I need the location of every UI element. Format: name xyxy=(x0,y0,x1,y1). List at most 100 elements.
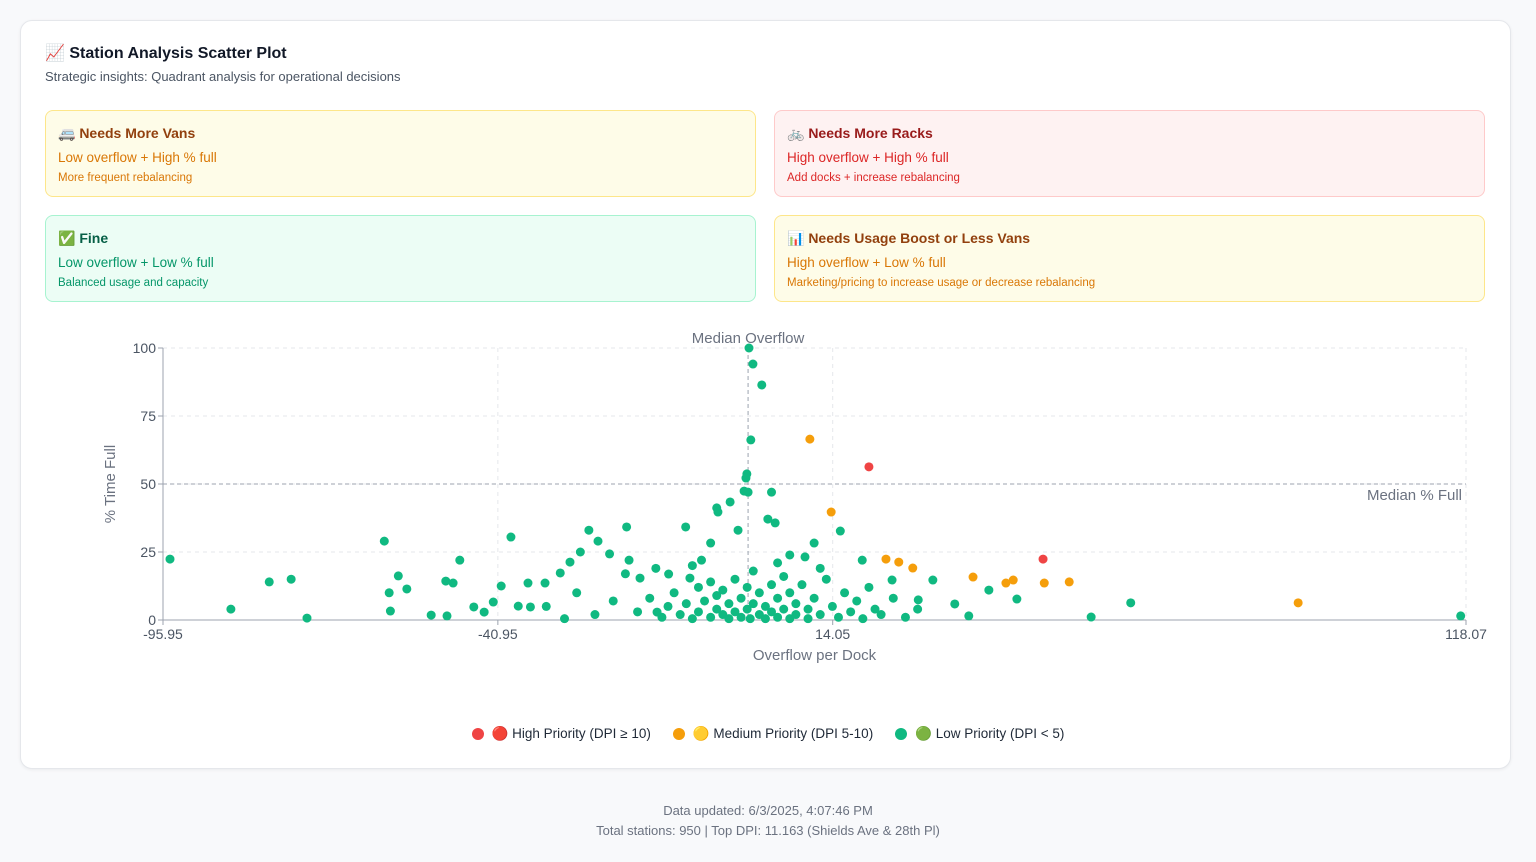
data-point xyxy=(760,601,770,611)
data-point xyxy=(908,563,918,573)
data-point xyxy=(706,538,716,548)
quadrant-action: Balanced usage and capacity xyxy=(58,277,209,289)
data-point xyxy=(827,601,837,611)
data-point xyxy=(964,611,974,621)
chart: 0 25 50 75 100 -95.95 -40.95 14.05 118.07 Overflo… xyxy=(102,330,1487,664)
data-point xyxy=(541,601,551,611)
data-point xyxy=(785,550,795,560)
quadrant-title: 🚐 Needs More Vans xyxy=(58,125,196,141)
data-point xyxy=(1293,598,1303,608)
data-point xyxy=(767,607,777,617)
data-point xyxy=(770,518,780,528)
quadrant-card: ✅ Fine Low overflow + Low % full Balanced … xyxy=(45,215,756,302)
data-point xyxy=(496,581,506,591)
data-point xyxy=(1001,578,1011,588)
data-point xyxy=(620,569,630,579)
data-point xyxy=(950,599,960,609)
data-point xyxy=(760,614,770,624)
data-point xyxy=(442,611,452,621)
data-point xyxy=(733,525,743,535)
data-point xyxy=(725,497,735,507)
data-point xyxy=(730,574,740,584)
data-point xyxy=(608,596,618,606)
data-point xyxy=(881,554,891,564)
data-point xyxy=(835,526,845,536)
data-point xyxy=(718,585,728,595)
legend-swatch xyxy=(471,728,484,740)
data-point xyxy=(928,575,938,585)
data-point xyxy=(693,607,703,617)
data-point xyxy=(1038,554,1048,564)
data-point xyxy=(605,549,615,559)
data-point xyxy=(575,547,585,557)
data-point xyxy=(402,584,412,594)
data-point xyxy=(748,359,758,369)
data-point xyxy=(540,578,550,588)
legend: 🔴 High Priority (DPI ≥ 10) 🟡 Medium Prior… xyxy=(0,726,1536,742)
quadrant-card: 📊 Needs Usage Boost or Less Vans High ove… xyxy=(774,215,1485,302)
data-point xyxy=(745,614,755,624)
data-point xyxy=(1008,575,1018,585)
data-point xyxy=(165,554,175,564)
data-point xyxy=(663,601,673,611)
data-point xyxy=(803,604,813,614)
data-point xyxy=(687,561,697,571)
data-point xyxy=(713,507,723,517)
data-point xyxy=(767,580,777,590)
data-point xyxy=(864,462,874,472)
quadrant-title: 📊 Needs Usage Boost or Less Vans xyxy=(787,230,1031,246)
legend-item: 🔴 High Priority (DPI ≥ 10) xyxy=(471,726,651,742)
data-point xyxy=(693,582,703,592)
legend-label: 🟢 Low Priority (DPI < 5) xyxy=(915,726,1065,741)
quadrant-condition: Low overflow + High % full xyxy=(58,150,217,165)
data-point xyxy=(593,536,603,546)
data-point xyxy=(645,593,655,603)
data-point xyxy=(864,582,874,592)
data-point xyxy=(746,435,756,445)
footer-updated: Data updated: 6/3/2025, 4:07:46 PM xyxy=(663,803,873,818)
data-point xyxy=(773,558,783,568)
data-point xyxy=(815,610,825,620)
data-point xyxy=(779,604,789,614)
data-point xyxy=(767,487,777,497)
data-point xyxy=(744,343,754,353)
data-point xyxy=(555,568,565,578)
data-point xyxy=(724,614,734,624)
data-point xyxy=(833,612,843,622)
data-point xyxy=(857,555,867,565)
data-point xyxy=(742,604,752,614)
data-point xyxy=(426,610,436,620)
y-tick-label: 25 xyxy=(140,544,156,560)
x-tick-label: 14.05 xyxy=(815,626,850,642)
data-point xyxy=(657,612,667,622)
legend-item: 🟢 Low Priority (DPI < 5) xyxy=(895,726,1064,742)
data-point xyxy=(736,612,746,622)
x-tick-label: 118.07 xyxy=(1445,626,1487,642)
data-point xyxy=(1064,577,1074,587)
title: 📈 Station Analysis Scatter Plot xyxy=(45,45,287,62)
data-point xyxy=(685,573,695,583)
data-point xyxy=(393,571,403,581)
data-point xyxy=(1039,578,1049,588)
data-point xyxy=(803,614,813,624)
data-point xyxy=(622,522,632,532)
median-full-label: Median % Full xyxy=(1367,487,1462,504)
y-tick-label: 100 xyxy=(133,340,157,356)
data-point xyxy=(513,601,523,611)
data-point xyxy=(858,614,868,624)
data-point xyxy=(469,602,479,612)
data-point xyxy=(1012,594,1022,604)
quadrant-card: 🚐 Needs More Vans Low overflow + High % f… xyxy=(45,110,756,197)
quadrant-condition: Low overflow + Low % full xyxy=(58,255,214,270)
data-point xyxy=(712,591,722,601)
quadrant-title: 🚲 Needs More Racks xyxy=(787,125,933,141)
data-point xyxy=(757,380,767,390)
data-point xyxy=(624,555,634,565)
legend-swatch xyxy=(672,728,685,740)
data-point xyxy=(797,580,807,590)
data-point xyxy=(1086,612,1096,622)
data-point xyxy=(913,604,923,614)
footer-summary: Total stations: 950 | Top DPI: 11.163 (S… xyxy=(596,823,940,838)
data-point xyxy=(523,578,533,588)
